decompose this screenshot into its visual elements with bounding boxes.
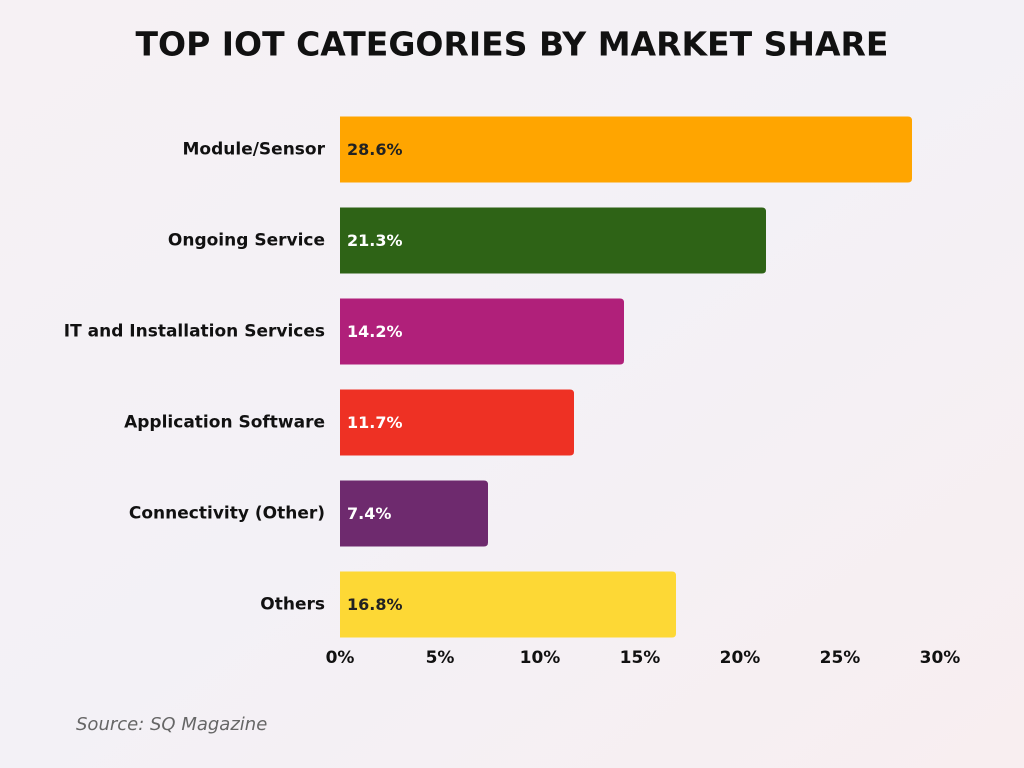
- category-label: Ongoing Service: [168, 231, 325, 251]
- category-label: Module/Sensor: [183, 140, 326, 160]
- bar: [340, 480, 488, 547]
- category-label: IT and Installation Services: [64, 322, 325, 342]
- x-tick-label: 15%: [620, 648, 661, 668]
- x-tick-label: 25%: [820, 648, 861, 668]
- chart-title: TOP IOT CATEGORIES BY MARKET SHARE: [136, 25, 889, 64]
- value-label: 28.6%: [347, 140, 403, 159]
- bar: [340, 116, 912, 183]
- category-label: Application Software: [124, 413, 325, 433]
- value-label: 7.4%: [347, 504, 391, 523]
- x-tick-label: 5%: [426, 648, 455, 668]
- bar: [340, 207, 766, 274]
- category-label: Others: [260, 595, 325, 615]
- source: Source: SQ Magazine: [76, 714, 267, 735]
- category-label: Connectivity (Other): [129, 504, 325, 524]
- value-label: 11.7%: [347, 413, 403, 432]
- value-label: 14.2%: [347, 322, 403, 341]
- x-tick-label: 30%: [920, 648, 961, 668]
- bar: [340, 571, 676, 638]
- x-tick-label: 0%: [326, 648, 355, 668]
- bar: [340, 298, 624, 365]
- x-tick-label: 20%: [720, 648, 761, 668]
- value-label: 21.3%: [347, 231, 403, 250]
- value-label: 16.8%: [347, 595, 403, 614]
- x-tick-label: 10%: [520, 648, 561, 668]
- bar: [340, 389, 574, 456]
